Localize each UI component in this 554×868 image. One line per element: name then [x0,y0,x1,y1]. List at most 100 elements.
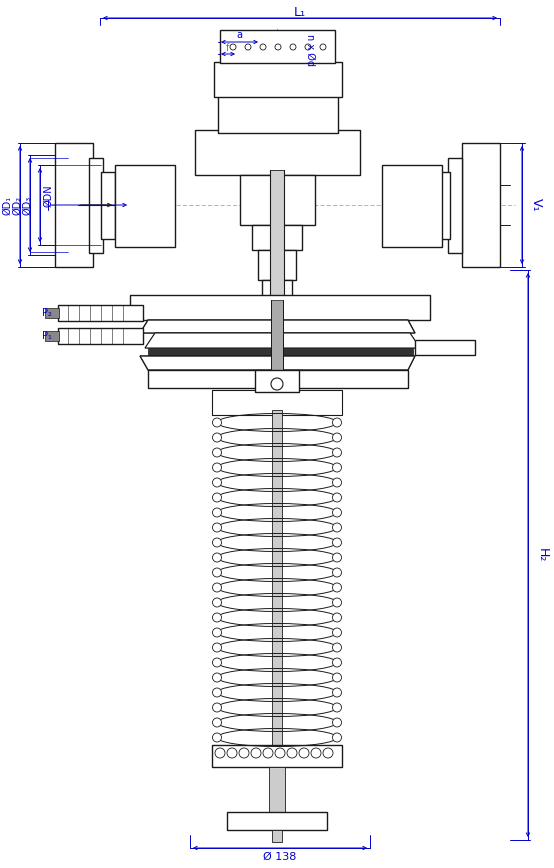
Bar [214,62,342,97]
Circle shape [213,613,222,622]
Text: H₂: H₂ [536,548,548,562]
Bar [45,308,59,318]
Circle shape [213,523,222,532]
Circle shape [213,418,222,427]
Polygon shape [145,333,420,348]
Bar [448,158,462,253]
Polygon shape [140,320,415,333]
Text: n x Ød: n x Ød [305,34,315,66]
Bar [55,143,93,267]
Bar [240,175,315,225]
Bar [101,172,115,239]
Bar [130,295,430,320]
Text: f: f [227,43,230,53]
Bar [148,370,408,388]
Circle shape [251,748,261,758]
Bar [214,62,342,97]
Circle shape [332,613,341,622]
Bar [115,165,175,247]
Bar [255,370,299,392]
Circle shape [215,748,225,758]
Circle shape [275,748,285,758]
Bar [462,143,500,267]
Polygon shape [140,320,415,333]
Bar [227,812,327,830]
Bar [58,305,143,321]
Circle shape [213,643,222,652]
Bar [255,370,299,392]
Circle shape [332,493,341,502]
Bar [415,340,475,355]
Circle shape [213,583,222,592]
Bar [55,143,93,267]
Polygon shape [130,295,430,320]
Circle shape [213,478,222,487]
Circle shape [271,378,283,390]
Bar [258,250,296,280]
Bar [240,175,315,225]
Bar [462,143,500,267]
Polygon shape [140,356,415,370]
Bar [415,340,475,355]
Bar [258,250,296,280]
Circle shape [213,673,222,682]
Circle shape [332,718,341,727]
Circle shape [332,733,341,742]
Bar [212,390,342,415]
Bar [382,165,442,247]
Circle shape [213,448,222,457]
Circle shape [332,688,341,697]
Bar [252,225,302,250]
Circle shape [263,748,273,758]
Text: a: a [236,30,242,40]
Bar [218,95,338,133]
Circle shape [239,748,249,758]
Bar [252,225,302,250]
Circle shape [332,463,341,472]
Circle shape [290,44,296,50]
Text: Ø 138: Ø 138 [263,852,297,862]
Bar [227,812,327,830]
Bar [101,172,115,239]
Circle shape [320,44,326,50]
Circle shape [213,703,222,712]
Bar [212,745,342,767]
Circle shape [213,508,222,517]
Circle shape [332,703,341,712]
Text: P₁: P₁ [42,331,52,341]
Circle shape [213,463,222,472]
Circle shape [332,553,341,562]
Bar [271,300,283,380]
Bar [262,280,292,300]
Circle shape [311,748,321,758]
Circle shape [332,643,341,652]
Circle shape [332,418,341,427]
Circle shape [287,748,297,758]
Bar [212,390,342,415]
Bar [58,305,143,321]
Polygon shape [145,333,420,348]
Bar [448,158,462,253]
Circle shape [332,673,341,682]
Circle shape [332,478,341,487]
Bar [272,830,282,842]
Text: ØD₁: ØD₁ [2,195,12,214]
Bar [195,130,360,175]
Circle shape [332,433,341,442]
Circle shape [213,718,222,727]
Polygon shape [140,356,415,370]
Text: ØD₃: ØD₃ [22,195,32,214]
Bar [272,410,282,745]
Bar [89,158,103,253]
Circle shape [245,44,251,50]
Bar [45,331,59,341]
Circle shape [213,433,222,442]
Circle shape [323,748,333,758]
Bar [195,130,360,175]
Circle shape [260,44,266,50]
Bar [148,348,413,356]
Circle shape [227,748,237,758]
Text: L₁: L₁ [294,5,306,18]
Text: V₁: V₁ [530,198,542,212]
Bar [436,172,450,239]
